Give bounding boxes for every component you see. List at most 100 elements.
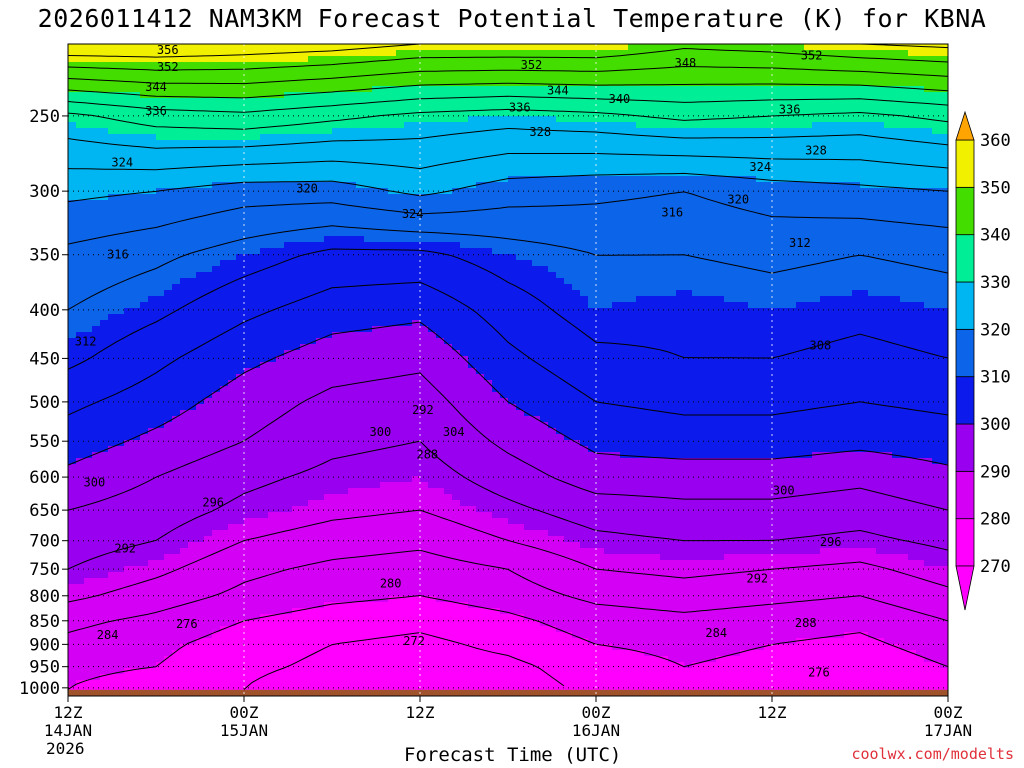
theta-cell [756,212,765,219]
theta-cell [412,236,421,243]
theta-cell [140,272,149,279]
theta-cell [812,104,821,111]
theta-cell [772,278,781,285]
theta-cell [604,236,613,243]
theta-cell [588,260,597,267]
theta-cell [460,224,469,231]
theta-cell [220,248,229,255]
theta-cell [284,62,293,69]
theta-cell [76,134,85,141]
theta-cell [180,236,189,243]
theta-cell [76,272,85,279]
theta-cell [852,80,861,87]
theta-cell [692,218,701,225]
theta-cell [236,56,245,63]
theta-cell [724,290,733,297]
theta-cell [652,290,661,297]
theta-cell [932,302,941,309]
theta-cell [628,188,637,195]
theta-cell [540,44,549,51]
theta-cell [532,254,541,261]
theta-cell [516,188,525,195]
theta-cell [604,218,613,225]
theta-cell [420,200,429,207]
theta-cell [500,116,509,123]
theta-cell [484,152,493,159]
theta-cell [916,134,925,141]
theta-cell [876,308,885,315]
theta-cell [836,170,845,177]
theta-cell [908,272,917,279]
theta-cell [796,284,805,291]
theta-cell [228,182,237,189]
theta-cell [292,182,301,189]
theta-cell [324,80,333,87]
theta-cell [356,170,365,177]
theta-cell [700,206,709,213]
theta-cell [636,170,645,177]
theta-cell [596,116,605,123]
theta-cell [660,266,669,273]
theta-cell [332,128,341,135]
theta-cell [196,56,205,63]
theta-cell [740,224,749,231]
theta-cell [436,254,445,261]
theta-cell [196,284,205,291]
theta-cell [460,56,469,63]
theta-cell [764,266,773,273]
theta-cell [676,140,685,147]
theta-cell [636,236,645,243]
theta-cell [812,146,821,153]
theta-cell [476,218,485,225]
theta-cell [548,260,557,267]
theta-cell [172,284,181,291]
theta-cell [108,44,117,51]
theta-cell [524,104,533,111]
theta-cell [788,200,797,207]
theta-cell [740,236,749,243]
theta-cell [180,44,189,51]
theta-cell [508,188,517,195]
theta-cell [628,218,637,225]
theta-cell [116,200,125,207]
theta-cell [532,80,541,87]
theta-cell [380,212,389,219]
theta-cell [420,176,429,183]
theta-cell [460,188,469,195]
theta-cell [100,56,109,63]
theta-cell [252,44,261,51]
theta-cell [644,254,653,261]
theta-cell [300,314,309,321]
theta-cell [284,200,293,207]
theta-cell [924,272,933,279]
theta-cell [516,176,525,183]
theta-cell [132,176,141,183]
theta-cell [788,206,797,213]
theta-cell [660,230,669,237]
theta-cell [188,110,197,117]
theta-cell [844,164,853,171]
theta-cell [508,158,517,165]
theta-cell [236,110,245,117]
theta-cell [172,194,181,201]
theta-cell [276,302,285,309]
theta-cell [636,182,645,189]
theta-cell [132,44,141,51]
theta-cell [772,176,781,183]
theta-cell [916,80,925,87]
theta-cell [828,56,837,63]
theta-cell [148,224,157,231]
theta-cell [420,134,429,141]
theta-cell [476,296,485,303]
theta-cell [716,164,725,171]
theta-cell [836,296,845,303]
theta-cell [796,98,805,105]
theta-cell [260,302,269,309]
theta-cell [444,194,453,201]
theta-cell [684,260,693,267]
theta-cell [396,194,405,201]
theta-cell [396,140,405,147]
theta-cell [228,146,237,153]
theta-cell [476,74,485,81]
theta-cell [916,116,925,123]
